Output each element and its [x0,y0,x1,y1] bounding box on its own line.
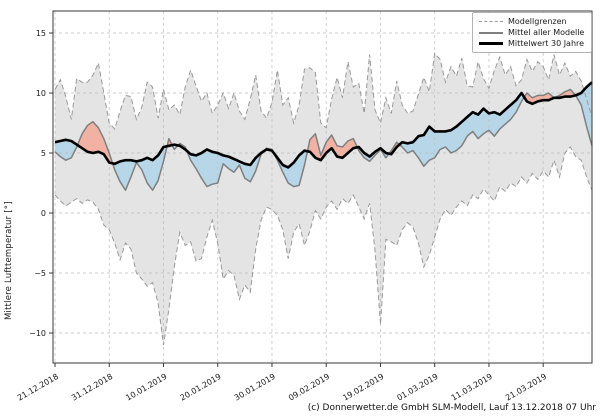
y-axis-label: Mittlere Lufttemperatur [°] [4,70,14,320]
x-tick-label: 01.03.2019 [396,372,440,403]
legend-label-mittel-aller-modelle: Mittel aller Modelle [508,28,585,37]
x-tick-label: 21.03.2019 [504,372,548,403]
x-tick-label: 20.01.2019 [179,372,223,403]
copyright-caption: (c) Donnerwetter.de GmbH SLM-Modell, Lau… [307,403,596,413]
x-tick-label: 19.02.2019 [341,372,385,403]
cold-anomaly-fill [65,139,72,161]
warm-anomaly-fill [87,121,94,154]
x-tick-label: 21.12.2018 [16,372,60,403]
cold-anomaly-fill [212,151,218,185]
legend-label-modellgrenzen: Modellgrenzen [508,17,567,26]
y-tick-label: −5 [34,269,46,278]
legend-item-mittelwert-30-jahre: Mittelwert 30 Jahre [479,38,584,49]
model-range-band [55,53,592,346]
mean-30-years-line [54,81,593,169]
cold-anomaly-fill [206,148,213,188]
x-tick-label: 09.02.2019 [287,372,331,403]
legend-label-mittelwert-30-jahre: Mittelwert 30 Jahre [508,39,585,48]
chart-legend: Modellgrenzen Mittel aller Modelle Mitte… [472,12,593,53]
dashed-line-sample-icon [479,21,503,22]
y-axis-label-text: Mittlere Lufttemperatur [°] [4,201,14,320]
y-tick-label: 15 [36,29,46,38]
solid-line-sample-icon [479,31,503,34]
lower-boundary-line [54,146,593,346]
y-tick-label: −10 [29,329,46,338]
model-mean-line [54,88,593,191]
x-tick-label: 11.03.2019 [450,372,494,403]
x-tick-label: 10.01.2019 [124,372,168,403]
x-tick-label: 31.12.2018 [70,372,114,403]
thick-line-sample-icon [479,42,503,45]
x-tick-label: 30.01.2019 [233,372,277,403]
y-tick-label: 5 [41,149,46,158]
legend-item-modellgrenzen: Modellgrenzen [479,16,584,27]
plot-border [52,10,593,364]
y-tick-label: 10 [36,89,46,98]
y-tick-label: 0 [41,209,46,218]
legend-item-mittel-aller-modelle: Mittel aller Modelle [479,27,584,38]
